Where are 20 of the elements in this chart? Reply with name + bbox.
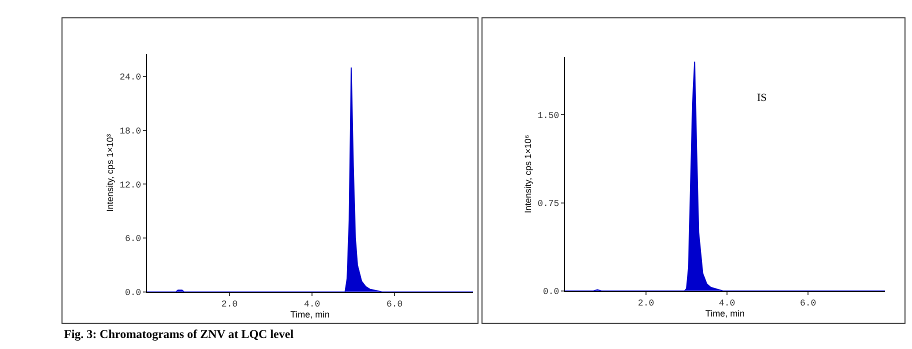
x-tick-label: 4.0	[304, 300, 320, 310]
x-tick-label: 2.0	[221, 300, 238, 310]
y-tick-label: 0.0	[542, 287, 560, 298]
x-tick-label: 6.0	[800, 298, 816, 309]
y-tick-label: 6.0	[124, 234, 142, 244]
x-axis-title: Time, min	[290, 310, 330, 320]
y-tick-label: 24.0	[120, 72, 142, 83]
x-tick-label: 4.0	[718, 298, 736, 309]
x-tick-label: 2.0	[638, 298, 654, 309]
x-axis-title: Time, min	[705, 308, 745, 319]
y-tick-label: 0.75	[538, 198, 560, 209]
annotation: IS	[757, 92, 767, 104]
y-tick-label: 1.50	[538, 110, 560, 121]
y-axis-title: Intensity, cps 1×10³	[104, 134, 115, 212]
y-axis-title: Intensity, cps 1×10⁶	[522, 134, 533, 214]
caption: Fig. 3: Chromatograms of ZNV at LQC level	[64, 327, 294, 341]
y-tick-label: 18.0	[120, 126, 142, 136]
x-tick-label: 6.0	[386, 300, 403, 310]
y-tick-label: 12.0	[120, 180, 142, 190]
y-tick-label: 0.0	[124, 288, 142, 298]
